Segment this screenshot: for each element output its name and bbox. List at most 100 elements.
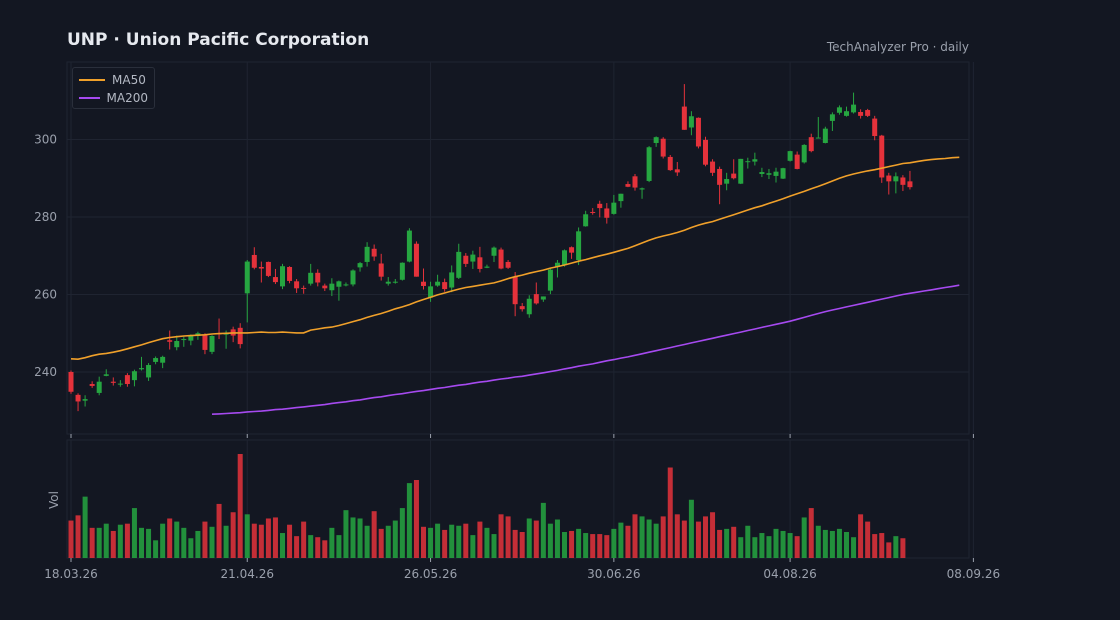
volume-bar bbox=[667, 467, 673, 558]
candle-body bbox=[442, 282, 448, 290]
volume-axis-label: Vol bbox=[47, 491, 61, 509]
candle-body bbox=[893, 176, 899, 182]
candle-body bbox=[491, 247, 497, 256]
legend-item-ma50: MA50 bbox=[79, 71, 148, 89]
candle-body bbox=[703, 139, 708, 165]
y-tick-label: 240 bbox=[34, 365, 57, 379]
candle bbox=[710, 159, 716, 176]
volume-bar bbox=[844, 532, 849, 558]
candles bbox=[68, 84, 913, 412]
volume-bar bbox=[315, 537, 321, 558]
candle-body bbox=[653, 137, 659, 143]
candle bbox=[421, 268, 426, 290]
candle bbox=[900, 175, 906, 192]
volume-bar bbox=[794, 536, 800, 558]
volume-bar bbox=[660, 516, 666, 558]
candle-body bbox=[131, 371, 137, 381]
candle-body bbox=[294, 281, 300, 289]
candle bbox=[780, 167, 786, 180]
volume-bar bbox=[491, 534, 497, 558]
candle-body bbox=[308, 272, 314, 284]
volume-bar bbox=[632, 514, 638, 558]
volume-bar bbox=[237, 454, 243, 558]
candle bbox=[844, 106, 849, 117]
candle-body bbox=[202, 335, 208, 350]
volume-bar bbox=[836, 528, 842, 558]
volume-bar bbox=[75, 515, 81, 558]
candle-body bbox=[498, 249, 504, 269]
candle bbox=[68, 370, 74, 394]
volume-bar bbox=[540, 502, 546, 558]
candle-body bbox=[272, 277, 278, 283]
volume-bar bbox=[688, 499, 694, 558]
candle-body bbox=[124, 375, 130, 385]
candle-body bbox=[745, 161, 751, 163]
candle bbox=[301, 285, 307, 294]
x-tick-label: 26.05.26 bbox=[404, 567, 457, 581]
candle-body bbox=[244, 261, 250, 294]
volume-bar bbox=[808, 508, 814, 558]
candle-body bbox=[188, 335, 194, 341]
volume-bar bbox=[484, 527, 490, 558]
candle bbox=[153, 356, 159, 365]
candle-body bbox=[371, 248, 377, 257]
candle-body bbox=[625, 184, 631, 187]
candle bbox=[851, 92, 857, 114]
candle-body bbox=[688, 116, 694, 128]
candle-body bbox=[576, 231, 582, 261]
volume-bar bbox=[829, 530, 835, 558]
volume-bar bbox=[533, 520, 539, 558]
volume-bar bbox=[322, 540, 328, 558]
candle bbox=[604, 203, 610, 224]
chart-title: UNP · Union Pacific Corporation bbox=[67, 30, 370, 50]
volume-bar bbox=[900, 538, 906, 558]
volume-bar bbox=[181, 527, 187, 558]
candle-body bbox=[68, 372, 74, 392]
candle-body bbox=[322, 285, 328, 289]
candle-body bbox=[900, 177, 906, 185]
candle bbox=[562, 249, 567, 267]
grid-lines bbox=[67, 62, 974, 558]
candle bbox=[230, 326, 236, 343]
volume-bar bbox=[146, 528, 152, 558]
candle-body bbox=[117, 383, 123, 385]
candle bbox=[428, 281, 434, 302]
volume-bar bbox=[251, 523, 257, 558]
volume-bar bbox=[569, 530, 575, 558]
volume-bar bbox=[639, 516, 645, 558]
volume-bar bbox=[442, 529, 448, 558]
candle bbox=[724, 172, 730, 191]
volume-bar bbox=[364, 525, 370, 558]
volume-bar bbox=[625, 525, 631, 558]
candle-body bbox=[717, 168, 723, 185]
candle-body bbox=[695, 117, 701, 147]
candle bbox=[512, 272, 518, 317]
volume-bar bbox=[413, 480, 419, 558]
candle-body bbox=[75, 394, 81, 402]
candle bbox=[75, 393, 81, 412]
candle-body bbox=[738, 158, 744, 184]
candle-body bbox=[667, 156, 673, 171]
candle bbox=[287, 266, 293, 284]
candle bbox=[865, 108, 871, 118]
volume-bar bbox=[731, 526, 737, 558]
candle-body bbox=[329, 283, 335, 291]
candle-body bbox=[844, 111, 849, 116]
candle bbox=[632, 173, 638, 191]
candle-body bbox=[660, 138, 666, 157]
candle bbox=[456, 243, 462, 279]
candle bbox=[519, 303, 525, 312]
candle bbox=[745, 157, 751, 169]
candle bbox=[498, 247, 504, 270]
volume-bar bbox=[89, 527, 95, 558]
volume-bar bbox=[223, 525, 229, 558]
volume-bar bbox=[294, 536, 300, 558]
candle-body bbox=[110, 381, 116, 383]
legend-label-ma200: MA200 bbox=[106, 91, 148, 105]
candle bbox=[350, 269, 356, 287]
candle bbox=[280, 263, 285, 290]
candle bbox=[858, 109, 864, 119]
candle bbox=[470, 250, 476, 269]
candle bbox=[801, 144, 807, 164]
